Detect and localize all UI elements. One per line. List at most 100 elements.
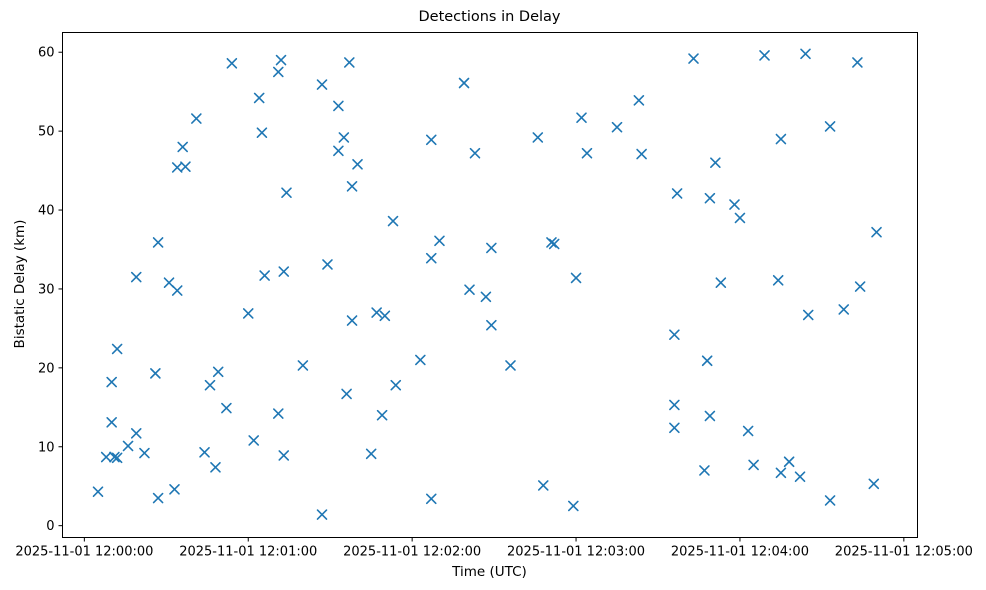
- scatter-marker: [480, 291, 492, 303]
- scatter-marker: [701, 355, 713, 367]
- scatter-marker: [688, 53, 699, 64]
- scatter-marker: [576, 112, 587, 124]
- scatter-marker: [122, 440, 134, 452]
- scatter-marker: [537, 480, 549, 491]
- x-tick-label: 2025-11-01 12:05:00: [835, 544, 973, 559]
- y-axis-label: Bistatic Delay (km): [12, 219, 28, 349]
- scatter-marker: [532, 132, 544, 143]
- scatter-marker: [852, 57, 863, 68]
- scatter-marker: [106, 376, 117, 388]
- scatter-marker: [275, 54, 287, 66]
- scatter-marker: [256, 127, 268, 139]
- x-tick-label: 2025-11-01 12:01:00: [179, 544, 317, 559]
- scatter-marker: [505, 360, 516, 371]
- scatter-marker: [272, 408, 284, 419]
- y-tick-label: 20: [38, 361, 55, 376]
- scatter-marker: [322, 259, 333, 270]
- scatter-marker: [376, 409, 388, 421]
- scatter-marker: [704, 410, 716, 422]
- scatter-marker: [346, 315, 358, 326]
- scatter-marker: [204, 379, 216, 391]
- scatter-marker: [871, 226, 882, 238]
- scatter-marker: [111, 343, 123, 355]
- y-tick-label: 10: [38, 440, 55, 455]
- scatter-marker: [824, 495, 836, 506]
- scatter-marker: [824, 121, 836, 132]
- scatter-marker: [92, 486, 104, 498]
- scatter-marker: [278, 450, 290, 461]
- scatter-marker: [775, 467, 787, 479]
- scatter-marker: [415, 354, 426, 366]
- scatter-marker: [199, 446, 210, 458]
- scatter-marker: [371, 307, 382, 318]
- scatter-marker: [611, 121, 623, 133]
- x-tick-label: 2025-11-01 12:00:00: [15, 544, 153, 559]
- scatter-marker: [333, 145, 344, 157]
- scatter-marker: [802, 309, 814, 321]
- scatter-marker: [699, 465, 710, 476]
- scatter-marker: [838, 304, 850, 315]
- scatter-marker: [671, 188, 683, 199]
- scatter-marker: [669, 422, 680, 434]
- scatter-marker: [775, 133, 787, 145]
- scatter-marker: [548, 238, 560, 250]
- scatter-marker: [390, 379, 402, 391]
- scatter-marker: [581, 147, 593, 159]
- scatter-marker: [316, 79, 328, 90]
- scatter-marker: [316, 509, 328, 520]
- scatter-marker: [636, 148, 647, 160]
- scatter-marker: [486, 319, 497, 331]
- scatter-marker: [365, 448, 377, 460]
- scatter-marker: [253, 92, 265, 104]
- scatter-marker: [759, 50, 770, 61]
- scatter-marker: [464, 284, 475, 296]
- scatter-marker: [352, 158, 363, 170]
- scatter-marker: [800, 48, 811, 60]
- scatter-marker: [425, 134, 437, 146]
- scatter-marker: [297, 360, 309, 371]
- scatter-marker: [469, 147, 481, 159]
- scatter-marker: [633, 95, 645, 106]
- scatter-marker: [570, 272, 582, 284]
- scatter-marker: [221, 402, 232, 414]
- scatter-marker: [748, 459, 759, 471]
- scatter-marker: [729, 199, 740, 210]
- scatter-marker: [210, 461, 221, 473]
- scatter-marker: [710, 157, 721, 168]
- scatter-marker: [106, 416, 117, 428]
- scatter-marker: [338, 132, 350, 143]
- scatter-marker: [783, 456, 795, 468]
- scatter-marker: [152, 492, 164, 504]
- scatter-marker: [281, 187, 292, 198]
- scatter-marker: [387, 215, 399, 227]
- scatter-marker: [704, 192, 716, 204]
- scatter-marker: [333, 100, 344, 112]
- scatter-marker: [272, 66, 284, 78]
- scatter-marker: [458, 77, 470, 89]
- scatter-marker: [100, 451, 112, 463]
- scatter-marker: [180, 161, 191, 172]
- scatter-marker: [171, 162, 183, 173]
- scatter-marker: [109, 451, 120, 463]
- scatter-marker: [344, 57, 355, 68]
- scatter-marker: [434, 235, 445, 247]
- x-tick-label: 2025-11-01 12:04:00: [671, 544, 809, 559]
- scatter-marker: [425, 252, 437, 264]
- scatter-marker: [734, 212, 746, 224]
- scatter-marker: [169, 484, 180, 495]
- scatter-marker: [379, 310, 391, 322]
- scatter-marker: [150, 368, 161, 379]
- scatter-marker: [794, 471, 806, 483]
- scatter-marker: [171, 285, 183, 296]
- scatter-marker: [242, 308, 254, 319]
- scatter-marker: [854, 281, 866, 292]
- scatter-marker: [486, 242, 497, 254]
- scatter-marker: [248, 435, 260, 446]
- y-tick-label: 40: [38, 204, 55, 219]
- scatter-marker: [868, 478, 880, 490]
- scatter-marker: [191, 113, 202, 124]
- x-tick-label: 2025-11-01 12:02:00: [343, 544, 481, 559]
- scatter-marker: [278, 266, 290, 277]
- scatter-marker: [152, 237, 164, 248]
